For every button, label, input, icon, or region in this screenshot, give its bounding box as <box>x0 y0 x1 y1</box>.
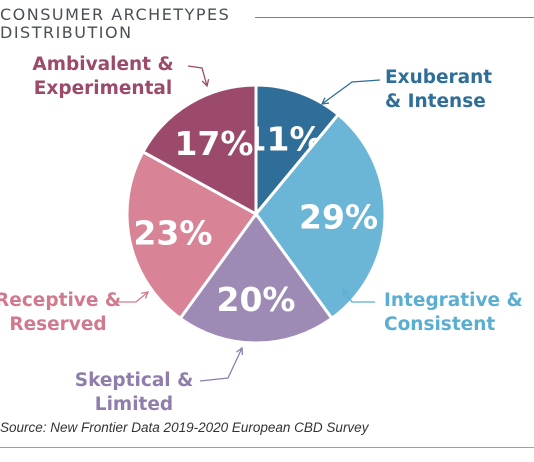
leader-line-integrative-and-consistent <box>342 289 375 303</box>
pie-slice-label-ambivalent-and-experimental: Ambivalent & Experimental <box>32 54 173 99</box>
title-divider <box>255 17 534 18</box>
leader-line-skeptical-and-limited <box>199 347 243 382</box>
pie-slice-ambivalent-and-experimental <box>141 83 258 216</box>
leader-line-receptive-and-reserved <box>118 291 149 303</box>
footer-divider <box>0 447 534 448</box>
leader-arrowhead-ambivalent-and-experimental <box>201 79 210 88</box>
pie-slice-value-ambivalent-and-experimental: 17% <box>174 124 253 163</box>
leader-arrowhead-exuberant-and-intense <box>320 97 330 105</box>
chart-title-line-2: DISTRIBUTION <box>0 23 133 42</box>
pie-slice-value-integrative-and-consistent: 29% <box>299 198 378 237</box>
leader-arrowhead-integrative-and-consistent <box>342 288 350 298</box>
pie-slice-label-exuberant-and-intense: Exuberant & Intense <box>385 67 492 112</box>
source-note: Source: New Frontier Data 2019-2020 Euro… <box>0 420 369 435</box>
pie-slice-label-skeptical-and-limited: Skeptical & Limited <box>75 370 193 415</box>
pie-slice-receptive-and-reserved <box>125 150 258 320</box>
chart-title-line-1: CONSUMER ARCHETYPES <box>0 5 231 24</box>
chart-title: CONSUMER ARCHETYPES DISTRIBUTION <box>0 6 230 42</box>
leader-arrowhead-skeptical-and-limited <box>235 346 244 356</box>
pie-slice-value-skeptical-and-limited: 20% <box>217 280 296 319</box>
pie-slice-value-receptive-and-reserved: 23% <box>133 214 212 253</box>
pie-slice-label-receptive-and-reserved: Receptive & Reserved <box>0 290 121 335</box>
leader-line-ambivalent-and-experimental <box>187 65 208 87</box>
pie-slice-skeptical-and-limited <box>178 212 334 345</box>
leader-line-exuberant-and-intense <box>321 79 381 105</box>
pie-slice-label-integrative-and-consistent: Integrative & Consistent <box>384 290 523 335</box>
pie-slice-exuberant-and-intense <box>254 83 340 216</box>
leader-arrowhead-receptive-and-reserved <box>141 291 150 299</box>
